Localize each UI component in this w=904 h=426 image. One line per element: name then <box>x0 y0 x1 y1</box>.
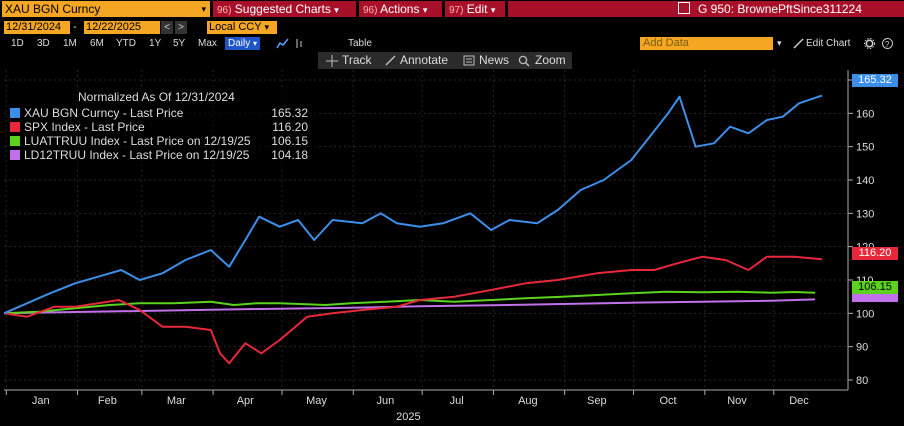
series-line-1 <box>3 255 823 365</box>
frequency-select[interactable]: Daily ▾ <box>225 37 261 50</box>
period-3d[interactable]: 3D <box>37 38 50 49</box>
window-title-bar <box>508 1 904 17</box>
suggested-charts-button[interactable]: 96) Suggested Charts ▾ <box>213 1 356 17</box>
annotate-icon <box>385 55 396 66</box>
security-title: XAU BGN Curncy <box>5 2 101 16</box>
y-tick-label: 150 <box>856 142 874 154</box>
last-value-tag-ld12truu <box>852 294 898 302</box>
chevron-down-icon[interactable]: ▾ <box>777 38 782 48</box>
x-tick-label: Apr <box>237 395 254 407</box>
last-value-tag-xau: 165.32 <box>852 74 898 87</box>
legend-item[interactable]: LD12TRUU Index - Last Price on 12/19/25 <box>10 148 249 162</box>
settings-gear-icon[interactable] <box>864 38 875 49</box>
legend-swatch <box>10 122 20 132</box>
legend-value: 106.15 <box>271 134 308 148</box>
chevron-down-icon: ▾ <box>201 4 206 14</box>
chevron-down-icon: ▾ <box>422 5 428 15</box>
line-chart-icon[interactable] <box>276 38 290 49</box>
table-button[interactable]: Table <box>348 38 372 49</box>
x-tick-label: Mar <box>167 395 186 407</box>
x-tick-label: Sep <box>587 395 607 407</box>
x-tick-label: Aug <box>518 395 538 407</box>
x-tick-label: Feb <box>98 395 117 407</box>
legend-value: 104.18 <box>271 148 308 162</box>
period-1y[interactable]: 1Y <box>149 38 162 49</box>
series-line-2 <box>3 290 816 315</box>
add-data-input[interactable]: Add Data <box>640 37 773 50</box>
last-value-tag-spx: 116.20 <box>852 247 898 260</box>
period-1d[interactable]: 1D <box>11 38 24 49</box>
track-button[interactable]: Track <box>342 53 372 67</box>
series-line-0 <box>3 94 823 315</box>
zoom-icon <box>518 55 530 67</box>
track-icon <box>326 55 338 67</box>
x-tick-label: Nov <box>727 395 747 407</box>
period-ytd[interactable]: YTD <box>116 38 136 49</box>
annotate-button[interactable]: Annotate <box>400 53 449 67</box>
y-tick-label: 90 <box>856 342 868 354</box>
currency-select[interactable]: Local CCY ▾ <box>207 21 277 34</box>
window-label: G 950: BrownePftSince311224 <box>698 2 862 16</box>
prev-period-button[interactable]: < <box>161 21 173 34</box>
bar-style-icon[interactable] <box>294 38 304 49</box>
news-button[interactable]: News <box>479 53 510 67</box>
svg-text:?: ? <box>885 40 890 49</box>
x-tick-label: Jul <box>450 395 464 407</box>
legend-item[interactable]: SPX Index - Last Price <box>10 120 145 134</box>
chevron-down-icon: ▾ <box>334 5 339 15</box>
series-lines <box>3 94 823 365</box>
x-tick-label: Oct <box>659 395 676 407</box>
chevron-down-icon: ▾ <box>264 22 269 32</box>
news-icon <box>463 55 475 66</box>
x-tick-label: Dec <box>789 395 809 407</box>
chevron-down-icon: ▾ <box>253 39 258 48</box>
next-period-button[interactable]: > <box>175 21 187 34</box>
help-icon[interactable]: ? <box>882 38 893 49</box>
chart-tools-bar <box>318 52 572 69</box>
x-tick-label: Jun <box>377 395 395 407</box>
edit-pencil-icon <box>793 38 804 49</box>
legend-swatch <box>10 150 20 160</box>
end-date-field[interactable]: 12/22/2025 <box>84 21 160 34</box>
chevron-down-icon: ▾ <box>490 5 496 15</box>
chart-legend <box>8 88 318 168</box>
period-6m[interactable]: 6M <box>90 38 104 49</box>
date-range-dash: - <box>73 21 77 33</box>
period-5y[interactable]: 5Y <box>173 38 186 49</box>
start-date-field[interactable]: 12/31/2024 <box>4 21 70 34</box>
legend-swatch <box>10 136 20 146</box>
legend-swatch <box>10 108 20 118</box>
legend-item[interactable]: LUATTRUU Index - Last Price on 12/19/25 <box>10 134 251 148</box>
y-tick-label: 160 <box>856 108 874 120</box>
y-tick-label: 80 <box>856 375 868 387</box>
y-tick-label: 100 <box>856 308 874 320</box>
x-tick-label: May <box>306 395 327 407</box>
edit-chart-button[interactable]: Edit Chart <box>806 38 851 49</box>
y-tick-label: 140 <box>856 175 874 187</box>
period-1m[interactable]: 1M <box>63 38 77 49</box>
last-value-tag-luattruu: 106.15 <box>852 281 898 294</box>
legend-item[interactable]: XAU BGN Curncy - Last Price <box>10 106 183 120</box>
x-tick-label: Jan <box>32 395 50 407</box>
edit-button[interactable]: 97) Edit ▾ <box>445 1 505 17</box>
actions-button[interactable]: 96) Actions ▾ <box>359 1 442 17</box>
x-axis-title: 2025 <box>396 411 420 423</box>
popout-icon[interactable] <box>678 2 690 14</box>
legend-title: Normalized As Of 12/31/2024 <box>78 90 235 104</box>
legend-value: 116.20 <box>272 120 308 134</box>
legend-value: 165.32 <box>271 106 308 120</box>
period-max[interactable]: Max <box>198 38 217 49</box>
security-title-field[interactable]: XAU BGN Curncy ▾ <box>2 1 210 17</box>
y-tick-label: 130 <box>856 208 874 220</box>
zoom-button[interactable]: Zoom <box>535 53 566 67</box>
